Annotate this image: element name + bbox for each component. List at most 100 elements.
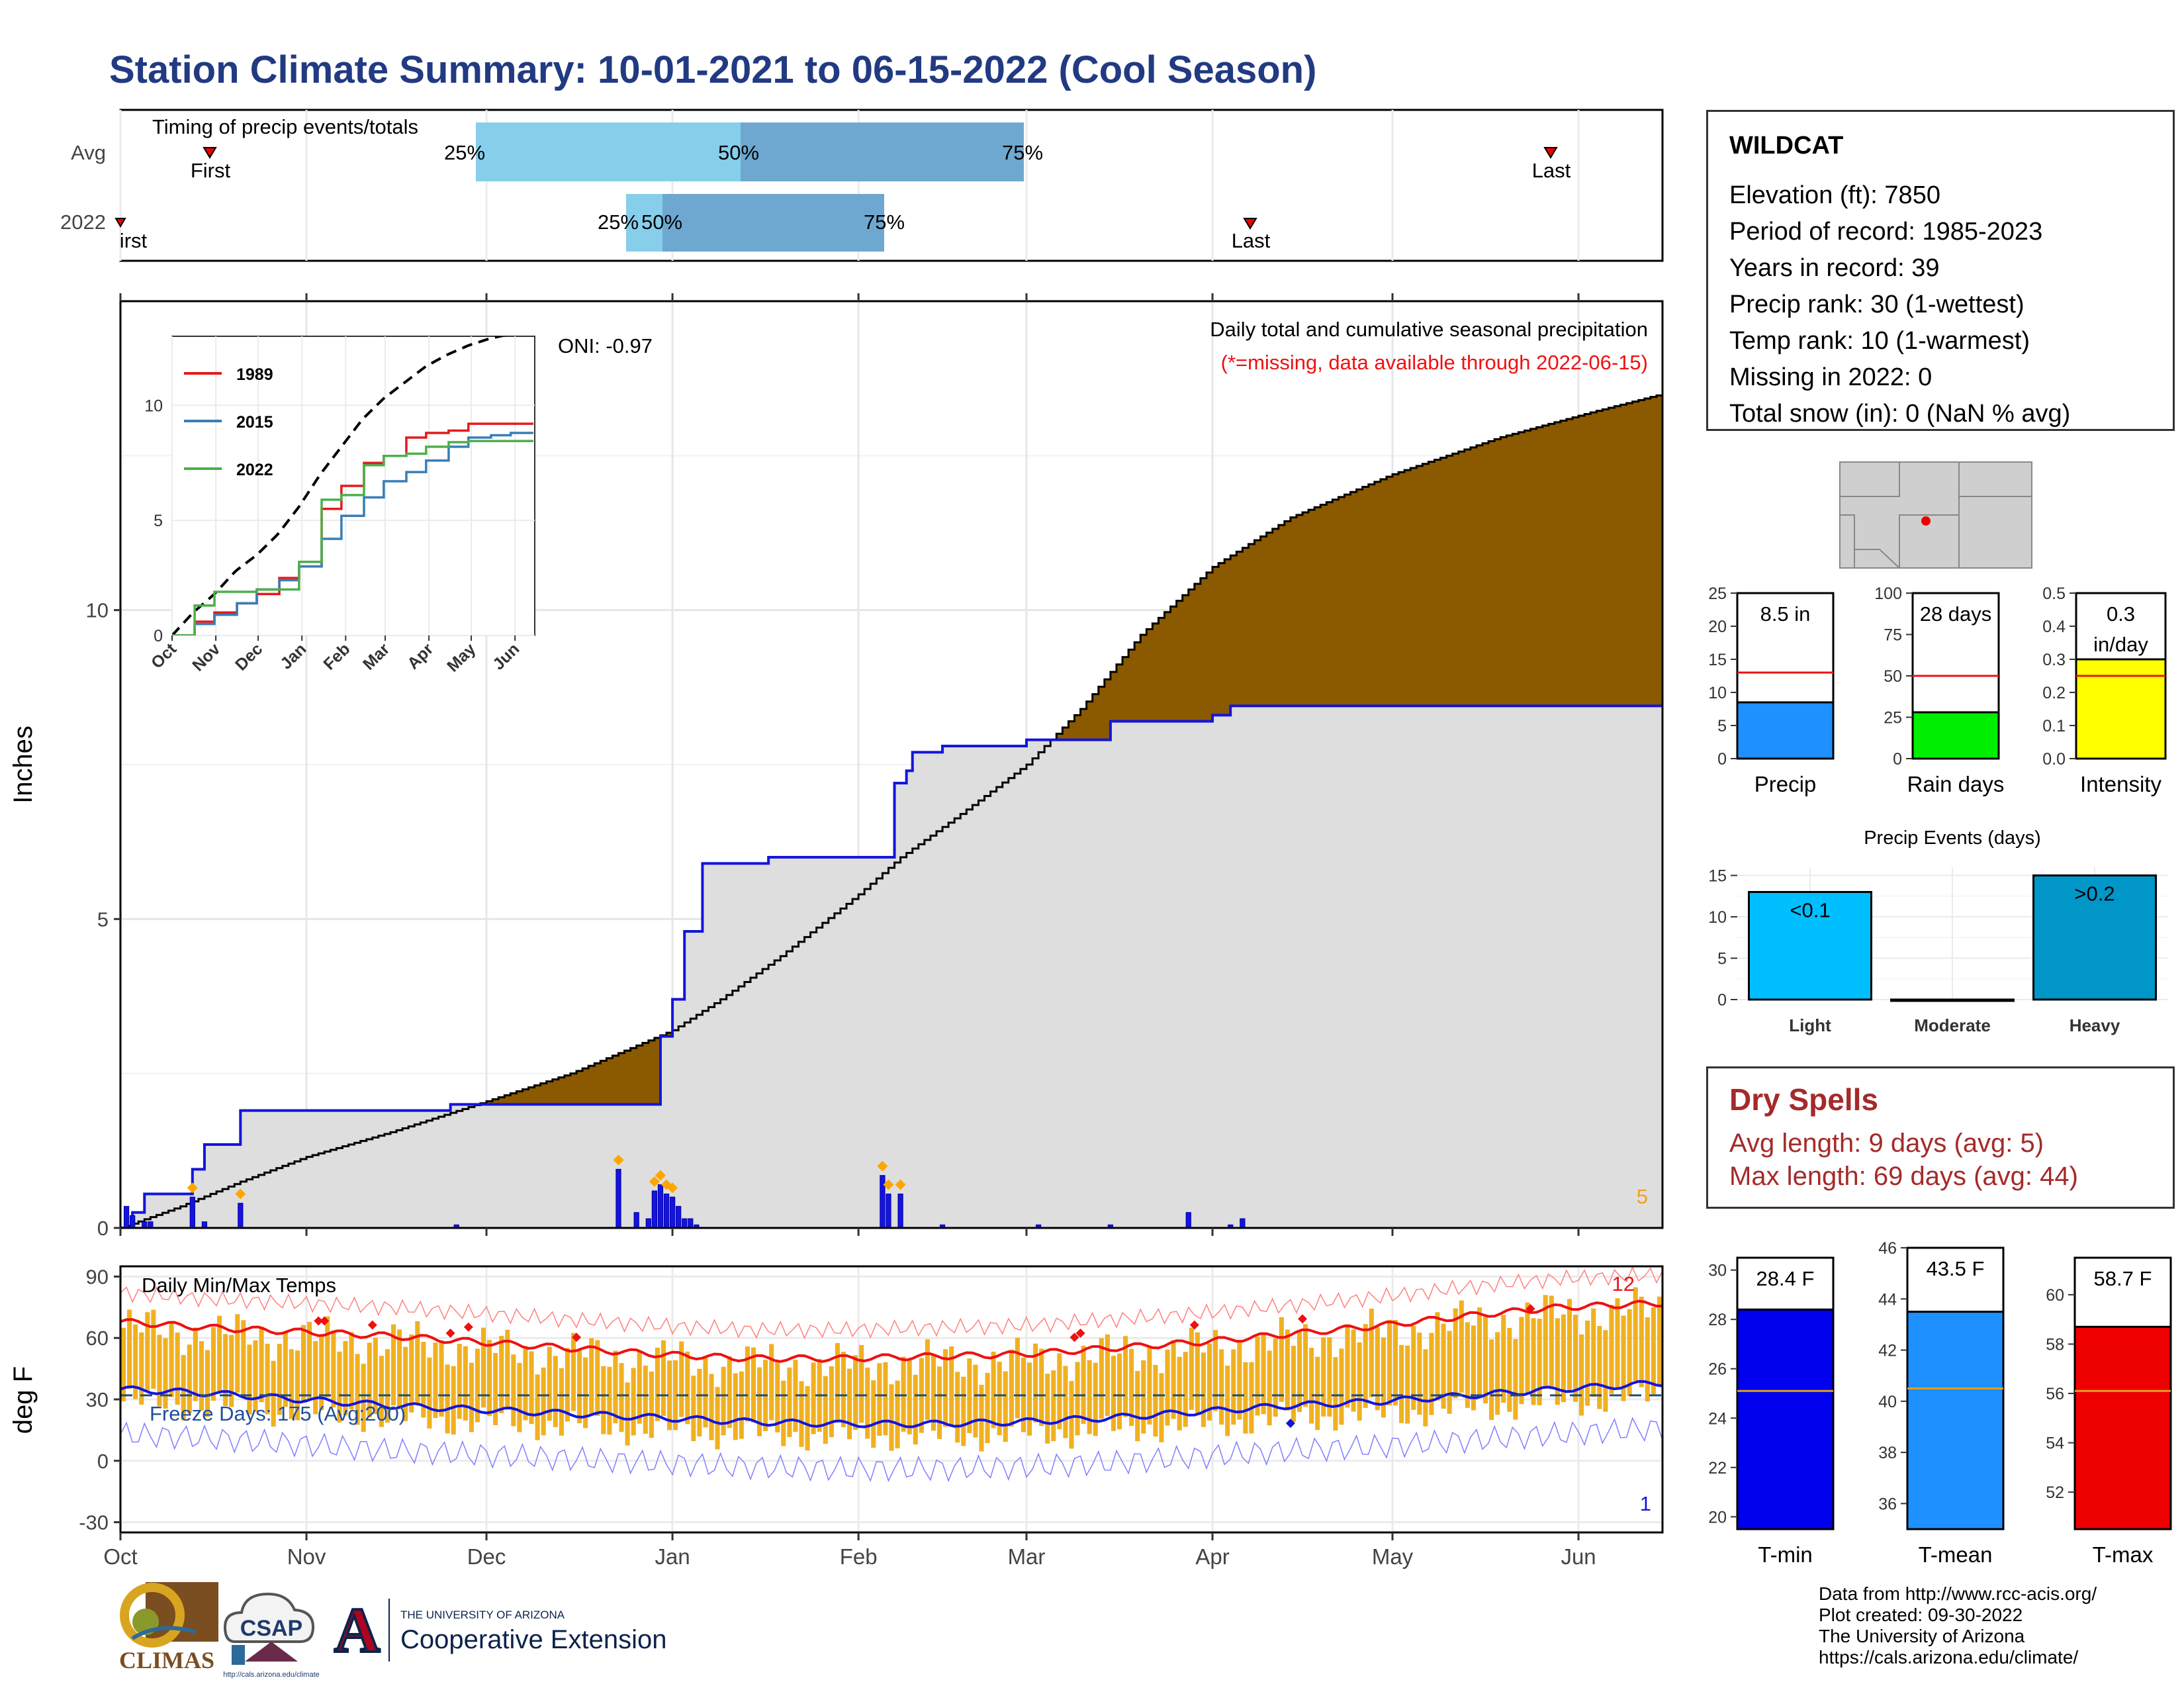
daily-temp-bar xyxy=(811,1362,816,1434)
daily-precip-bar xyxy=(897,1194,903,1228)
daily-temp-bar xyxy=(841,1352,846,1428)
tmean-bar-tick-label: 44 xyxy=(1878,1290,1897,1309)
freeze-days-label: Freeze Days: 175 (Avg:200) xyxy=(150,1402,406,1425)
station-years: Years in record: 39 xyxy=(1729,254,1940,282)
daily-temp-bar xyxy=(859,1344,864,1423)
daily-temp-bar xyxy=(1171,1340,1176,1419)
temp-y-tick-label: 30 xyxy=(86,1388,109,1411)
tmean-bar-bar xyxy=(1906,1311,2005,1530)
tmin-bar-label: T-min xyxy=(1758,1542,1813,1567)
daily-temp-bar xyxy=(1321,1337,1326,1417)
daily-temp-bar xyxy=(1381,1337,1386,1418)
daily-precip-bar xyxy=(657,1184,664,1228)
daily-temp-bar xyxy=(1651,1307,1656,1395)
daily-precip-bar xyxy=(130,1215,136,1228)
daily-temp-bar xyxy=(373,1337,378,1415)
station-location-dot xyxy=(1921,516,1931,526)
daily-temp-bar xyxy=(451,1366,456,1435)
temp-y-tick-label: 60 xyxy=(86,1327,109,1350)
daily-temp-bar xyxy=(1081,1345,1086,1425)
record-min-count: 1 xyxy=(1640,1492,1651,1515)
record-high-marker xyxy=(320,1316,330,1326)
dry-spells-avg: Avg length: 9 days (avg: 5) xyxy=(1729,1129,2044,1158)
daily-temp-bar xyxy=(421,1342,426,1418)
daily-temp-bar xyxy=(199,1341,204,1411)
precip-mini-tick-label: 25 xyxy=(1708,585,1727,603)
events-y-tick-label: 0 xyxy=(1717,991,1727,1009)
daily-temp-bar xyxy=(1309,1348,1314,1424)
daily-temp-bar xyxy=(427,1357,432,1429)
station-elevation: Elevation (ft): 7850 xyxy=(1729,181,1940,209)
station-period: Period of record: 1985-2023 xyxy=(1729,218,2043,246)
observed-cumulative-line xyxy=(120,704,1662,1228)
daily-temp-bar xyxy=(300,1325,306,1403)
daily-temp-bar xyxy=(1206,1343,1212,1421)
daily-precip-bar xyxy=(688,1218,694,1228)
daily-temp-bar xyxy=(505,1329,510,1409)
daily-temp-bar xyxy=(655,1347,660,1421)
events-title: Precip Events (days) xyxy=(1864,827,2041,849)
daily-temp-bar xyxy=(390,1324,396,1406)
daily-temp-bar xyxy=(529,1351,534,1425)
daily-temp-bar xyxy=(493,1352,498,1425)
daily-temp-bar xyxy=(1273,1338,1278,1417)
daily-temp-bar xyxy=(1465,1322,1470,1408)
tmin-bar-tick-label: 26 xyxy=(1708,1360,1727,1379)
daily-temp-bar xyxy=(1573,1315,1578,1402)
daily-temp-bar xyxy=(697,1368,702,1436)
precip-description: Daily total and cumulative seasonal prec… xyxy=(1210,318,1648,341)
daily-temp-bar xyxy=(601,1366,606,1434)
inset-legend: 1989 2015 2022 xyxy=(184,365,273,479)
record-high-marker xyxy=(463,1322,473,1332)
daily-temp-bar xyxy=(241,1320,246,1397)
daily-temp-bar xyxy=(1183,1352,1188,1427)
daily-temp-bar xyxy=(577,1350,582,1424)
precip-mini-tick-label: 0 xyxy=(1717,750,1727,769)
daily-temp-bar xyxy=(313,1340,318,1415)
tmax-bar-tick-label: 60 xyxy=(2046,1286,2064,1305)
daily-temp-bar xyxy=(751,1347,756,1423)
daily-temp-bar xyxy=(1489,1339,1494,1421)
daily-temp-bar xyxy=(1015,1337,1020,1419)
temp-y-tick-label: 0 xyxy=(97,1450,109,1473)
daily-temp-bar xyxy=(1315,1356,1320,1430)
daily-precip-bar xyxy=(939,1224,946,1228)
daily-precip-bar xyxy=(238,1203,244,1228)
missing-note: (*=missing, data available through 2022-… xyxy=(1221,351,1648,374)
daily-temp-bar xyxy=(289,1349,294,1419)
daily-temp-bar xyxy=(547,1346,552,1421)
daily-temp-bar xyxy=(139,1332,144,1405)
inset-y-tick-label: 5 xyxy=(154,512,163,530)
daily-temp-bar xyxy=(409,1334,414,1413)
daily-temp-bar xyxy=(1621,1315,1626,1401)
daily-temp-bar xyxy=(985,1372,990,1444)
daily-temp-bar xyxy=(1435,1312,1440,1401)
daily-temp-bar xyxy=(1111,1355,1116,1431)
daily-temp-bar xyxy=(1591,1308,1596,1397)
daily-temp-bar xyxy=(193,1327,198,1401)
tmean-bar-tick-label: 38 xyxy=(1878,1444,1897,1462)
avg-cumulative-line xyxy=(120,394,1662,1228)
daily-temp-bar xyxy=(145,1312,150,1391)
timing-2022-last-label: Last xyxy=(1232,229,1271,252)
daily-temp-bar xyxy=(1405,1345,1410,1424)
precip-y-label: Inches xyxy=(9,726,38,804)
legend-2022: 2022 xyxy=(236,461,273,479)
daily-temp-bar xyxy=(1501,1315,1506,1403)
daily-temp-bar xyxy=(1195,1332,1200,1413)
daily-temp-bar xyxy=(1093,1362,1098,1436)
daily-temp-bar xyxy=(1291,1346,1296,1423)
daily-temp-bar xyxy=(685,1351,690,1425)
tmax-bar-tick-label: 52 xyxy=(2046,1483,2064,1502)
daily-temp-bar xyxy=(223,1334,228,1407)
tmax-bar: 58.7 F 52 54 56 58 60 T-max xyxy=(2046,1256,2172,1567)
intensity-mini-bar xyxy=(2075,658,2167,760)
record-high-marker xyxy=(314,1316,324,1326)
daily-temp-bar xyxy=(1213,1330,1218,1411)
csap-text: CSAP xyxy=(240,1616,302,1641)
daily-precip-bar xyxy=(1228,1224,1234,1228)
locator-map xyxy=(1839,461,2032,569)
daily-temp-bar xyxy=(433,1342,438,1419)
events-category-label: Moderate xyxy=(1914,1015,1991,1035)
